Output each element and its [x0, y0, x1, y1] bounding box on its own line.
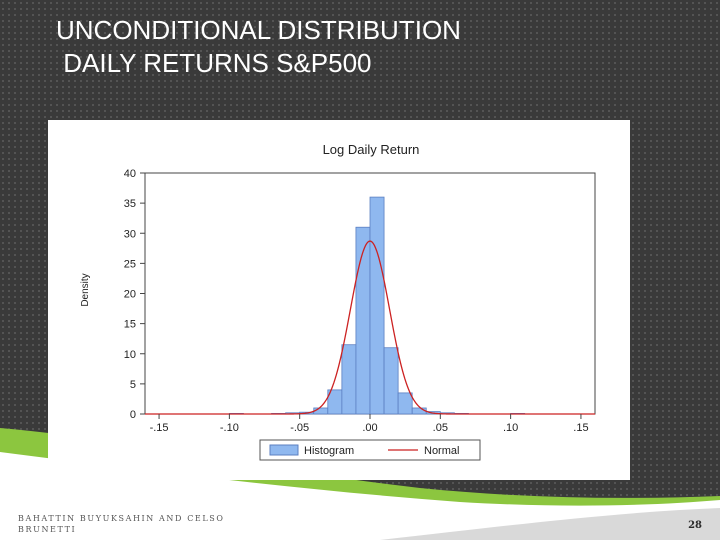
y-tick-label: 40 — [124, 168, 136, 180]
histogram-bar — [397, 392, 413, 415]
legend-histogram-swatch — [269, 444, 299, 456]
y-tick-label: 0 — [130, 409, 136, 421]
y-tick-label: 30 — [124, 228, 136, 240]
slide-number: 28 — [688, 520, 702, 531]
x-tick-label: -.05 — [290, 422, 309, 434]
histogram-bar — [383, 347, 399, 415]
x-tick-label: .10 — [503, 422, 518, 434]
chart-panel: Log Daily Return Density 0 5 10 15 20 25 30 35 4… — [48, 120, 630, 480]
y-tick-label: 5 — [130, 379, 136, 391]
footer-line-1: BAHATTIN BUYUKSAHIN AND CELSO — [18, 514, 225, 523]
legend-normal-label: Normal — [424, 445, 459, 457]
footer-authors: BAHATTIN BUYUKSAHIN AND CELSO BRUNETTI — [18, 513, 278, 535]
y-tick-label: 35 — [124, 198, 136, 210]
slide-title: UNCONDITIONAL DISTRIBUTION DAILY RETURNS… — [56, 14, 461, 79]
y-tick-label: 10 — [124, 349, 136, 361]
x-tick-label: -.10 — [220, 422, 239, 434]
white-swoosh — [0, 452, 720, 540]
y-axis-label: Density — [80, 273, 91, 306]
x-tick-label: .00 — [362, 422, 377, 434]
legend-box — [259, 439, 481, 461]
y-tick-label: 25 — [124, 258, 136, 270]
y-tick-label: 20 — [124, 289, 136, 301]
x-tick-label: -.15 — [150, 422, 169, 434]
histogram-bar — [341, 344, 357, 415]
histogram-bar — [355, 226, 371, 415]
gray-swoosh — [380, 508, 720, 540]
histogram-chart: Log Daily Return Density 0 5 10 15 20 25 30 35 4… — [80, 142, 596, 461]
y-axis-ticks: 0 5 10 15 20 25 30 35 40 — [124, 168, 145, 421]
legend: Histogram Normal — [259, 439, 481, 461]
chart-title: Log Daily Return — [323, 142, 420, 157]
normal-curve — [145, 240, 595, 415]
legend-histogram-label: Histogram — [304, 445, 354, 457]
slide-title-line-2: DAILY RETURNS S&P500 — [56, 47, 372, 78]
y-tick-label: 15 — [124, 319, 136, 331]
x-tick-label: .05 — [433, 422, 448, 434]
histogram-bar — [369, 196, 385, 415]
footer-line-2: BRUNETTI — [18, 525, 77, 534]
x-axis-ticks: -.15 -.10 -.05 .00 .05 .10 .15 — [150, 414, 589, 434]
x-tick-label: .15 — [573, 422, 588, 434]
histogram-bars — [228, 196, 526, 415]
slide-title-line-1: UNCONDITIONAL DISTRIBUTION — [56, 15, 461, 45]
